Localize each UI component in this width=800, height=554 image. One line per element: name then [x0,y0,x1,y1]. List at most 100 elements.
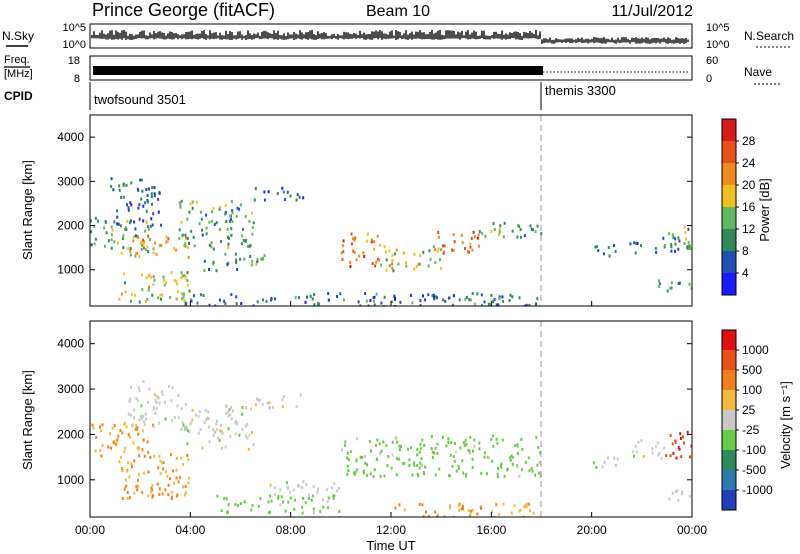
data-cell [342,250,345,254]
data-cell [419,461,422,465]
data-cell [231,409,234,413]
data-cell [472,449,474,453]
data-cell [416,447,419,451]
data-cell [279,503,282,507]
data-cell [224,212,227,216]
data-cell [162,467,165,471]
data-cell [142,204,145,208]
data-cell [540,232,543,236]
data-cell [159,472,162,476]
data-cell [419,262,421,266]
data-cell [534,230,537,233]
y-tick-label: 4000 [57,130,84,144]
data-cell [349,260,352,264]
data-cell [415,265,418,269]
data-cell [219,429,222,433]
data-cell [492,300,494,304]
data-cell [265,299,268,303]
data-cell [286,485,289,489]
data-cell [93,224,96,228]
data-cell [362,471,365,475]
data-cell [189,202,192,206]
data-cell [231,211,234,215]
data-cell [282,500,285,504]
data-cell [141,189,144,193]
data-cell [128,400,131,403]
data-cell [668,232,671,236]
data-cell [633,454,635,458]
data-cell [366,463,368,467]
data-cell [676,489,679,493]
data-cell [656,441,659,445]
data-cell [235,295,238,299]
data-cell [485,472,488,476]
data-cell [490,293,493,297]
data-cell [141,448,144,452]
data-cell [184,425,187,429]
x-tick-label: 20:00 [577,523,607,537]
data-cell [119,429,122,432]
data-cell [434,446,437,450]
data-cell [145,188,148,191]
data-cell [404,261,407,265]
colorbar-swatch [722,330,736,351]
data-cell [338,510,341,513]
data-cell [454,450,457,454]
data-cell [202,294,205,297]
data-cell [138,254,141,258]
colorbar-swatch [722,470,736,491]
nave-tick-high: 60 [706,55,718,67]
data-cell [419,299,422,303]
data-cell [432,295,435,299]
data-cell [133,220,136,224]
data-cell [225,497,228,501]
data-cell [603,461,606,464]
data-cell [94,237,97,241]
velocity-colorbar-label: Velocity [m s⁻¹] [778,381,793,469]
data-cell [255,403,257,407]
data-cell [495,303,498,306]
data-cell [470,236,473,240]
data-cell [347,469,350,472]
data-cell [496,475,499,479]
data-cell [336,489,339,493]
data-cell [184,403,187,406]
data-cell [160,244,163,248]
data-cell [422,515,425,517]
data-cell [385,444,388,448]
data-cell [110,446,113,450]
data-cell [688,495,691,499]
data-cell [183,428,186,432]
data-cell [225,404,228,408]
data-cell [369,472,372,476]
data-cell [157,210,160,214]
data-cell [182,463,184,467]
data-cell [198,222,201,226]
data-cell [295,405,298,409]
data-cell [131,465,133,469]
data-cell [251,211,253,215]
data-cell [301,511,304,515]
data-cell [352,471,355,475]
data-cell [234,432,237,436]
data-cell [138,217,141,221]
data-cell [128,475,131,479]
data-cell [478,447,481,451]
data-cell [238,433,241,437]
data-cell [469,513,472,517]
data-cell [420,463,423,467]
data-cell [151,223,154,227]
data-cell [231,209,234,213]
data-cell [453,459,456,463]
data-cell [284,509,287,513]
data-cell [434,261,437,265]
data-cell [677,282,680,285]
data-cell [186,236,189,240]
data-cell [436,514,439,517]
data-cell [679,281,681,285]
data-cell [146,194,149,198]
data-cell [671,233,674,237]
data-cell [135,396,138,400]
data-cell [373,303,376,306]
data-cell [448,504,451,508]
